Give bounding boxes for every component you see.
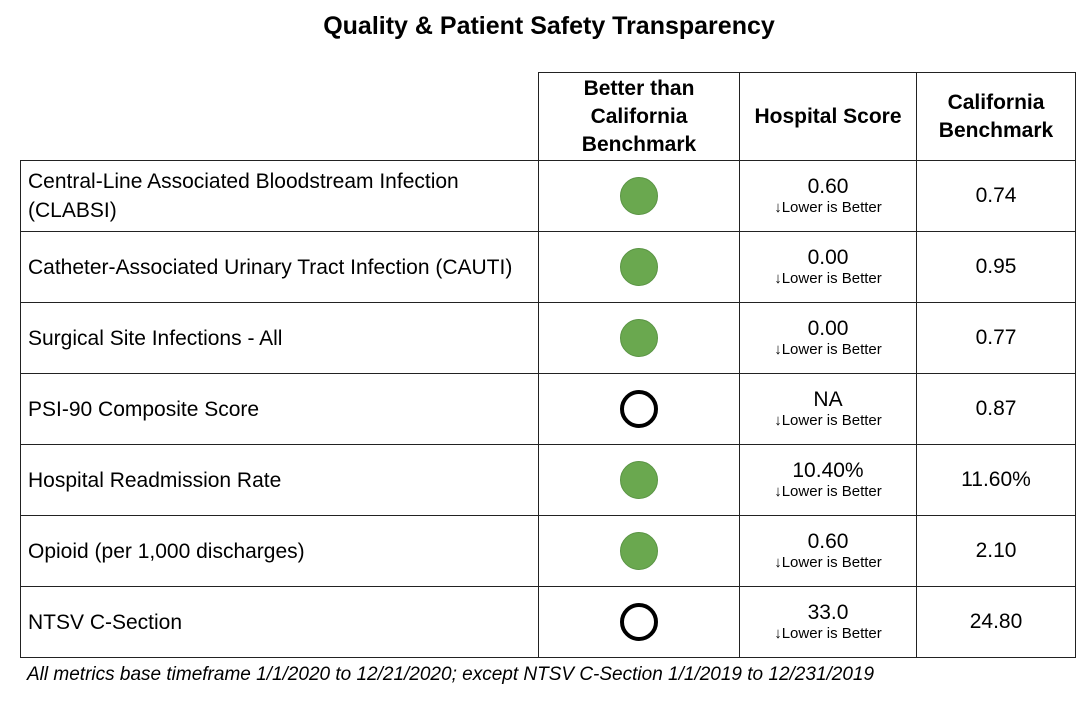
table-row: Opioid (per 1,000 discharges) 0.60 ↓Lower … <box>20 515 1076 587</box>
benchmark-indicator-cell <box>538 515 740 587</box>
hospital-score-cell: 0.00 ↓Lower is Better <box>739 302 917 374</box>
hospital-score-cell: 33.0 ↓Lower is Better <box>739 586 917 658</box>
hospital-score-cell: 10.40% ↓Lower is Better <box>739 444 917 516</box>
hospital-score-value: 33.0 <box>807 601 849 624</box>
california-benchmark-value: 0.77 <box>916 302 1076 374</box>
benchmark-indicator-cell <box>538 231 740 303</box>
filled-circle-icon <box>620 532 658 570</box>
empty-circle-icon <box>620 603 658 641</box>
filled-circle-icon <box>620 177 658 215</box>
california-benchmark-value: 0.87 <box>916 373 1076 445</box>
table-row: NTSV C-Section 33.0 ↓Lower is Better 24.80 <box>20 586 1076 658</box>
table-row: Catheter-Associated Urinary Tract Infect… <box>20 231 1076 303</box>
table-row: Hospital Readmission Rate 10.40% ↓Lower is… <box>20 444 1076 516</box>
lower-is-better-note: ↓Lower is Better <box>774 412 882 429</box>
lower-is-better-note: ↓Lower is Better <box>774 554 882 571</box>
benchmark-indicator-cell <box>538 586 740 658</box>
table-row: Surgical Site Infections - All 0.00 ↓Lower… <box>20 302 1076 374</box>
metric-name: Central-Line Associated Bloodstream Infe… <box>20 160 539 232</box>
metric-name: NTSV C-Section <box>20 586 539 658</box>
lower-is-better-note: ↓Lower is Better <box>774 341 882 358</box>
header-hospital-score: Hospital Score <box>739 72 917 161</box>
filled-circle-icon <box>620 248 658 286</box>
filled-circle-icon <box>620 461 658 499</box>
header-california-benchmark: California Benchmark <box>916 72 1076 161</box>
metric-name: PSI-90 Composite Score <box>20 373 539 445</box>
filled-circle-icon <box>620 319 658 357</box>
hospital-score-cell: NA ↓Lower is Better <box>739 373 917 445</box>
california-benchmark-value: 11.60% <box>916 444 1076 516</box>
hospital-score-value: 0.60 <box>807 175 849 198</box>
hospital-score-value: 0.00 <box>807 317 849 340</box>
california-benchmark-value: 24.80 <box>916 586 1076 658</box>
hospital-score-value: 0.60 <box>807 530 849 553</box>
lower-is-better-note: ↓Lower is Better <box>774 270 882 287</box>
table-header-row: Better than California Benchmark Hospita… <box>20 72 1076 161</box>
california-benchmark-value: 2.10 <box>916 515 1076 587</box>
california-benchmark-value: 0.95 <box>916 231 1076 303</box>
california-benchmark-value: 0.74 <box>916 160 1076 232</box>
lower-is-better-note: ↓Lower is Better <box>774 199 882 216</box>
header-better-than-benchmark: Better than California Benchmark <box>538 72 740 161</box>
lower-is-better-note: ↓Lower is Better <box>774 625 882 642</box>
footnote: All metrics base timeframe 1/1/2020 to 1… <box>27 664 875 685</box>
metric-name: Hospital Readmission Rate <box>20 444 539 516</box>
table-row: PSI-90 Composite Score NA ↓Lower is Better… <box>20 373 1076 445</box>
quality-metrics-table: Better than California Benchmark Hospita… <box>20 72 1076 658</box>
empty-circle-icon <box>620 390 658 428</box>
benchmark-indicator-cell <box>538 444 740 516</box>
hospital-score-value: 0.00 <box>807 246 849 269</box>
benchmark-indicator-cell <box>538 302 740 374</box>
benchmark-indicator-cell <box>538 373 740 445</box>
metric-name: Opioid (per 1,000 discharges) <box>20 515 539 587</box>
hospital-score-value: NA <box>813 388 843 411</box>
metric-name: Surgical Site Infections - All <box>20 302 539 374</box>
hospital-score-cell: 0.60 ↓Lower is Better <box>739 160 917 232</box>
hospital-score-value: 10.40% <box>792 459 864 482</box>
metric-name: Catheter-Associated Urinary Tract Infect… <box>20 231 539 303</box>
table-row: Central-Line Associated Bloodstream Infe… <box>20 160 1076 232</box>
hospital-score-cell: 0.00 ↓Lower is Better <box>739 231 917 303</box>
benchmark-indicator-cell <box>538 160 740 232</box>
hospital-score-cell: 0.60 ↓Lower is Better <box>739 515 917 587</box>
page-title: Quality & Patient Safety Transparency <box>323 12 775 40</box>
lower-is-better-note: ↓Lower is Better <box>774 483 882 500</box>
header-blank-cell <box>20 72 539 161</box>
